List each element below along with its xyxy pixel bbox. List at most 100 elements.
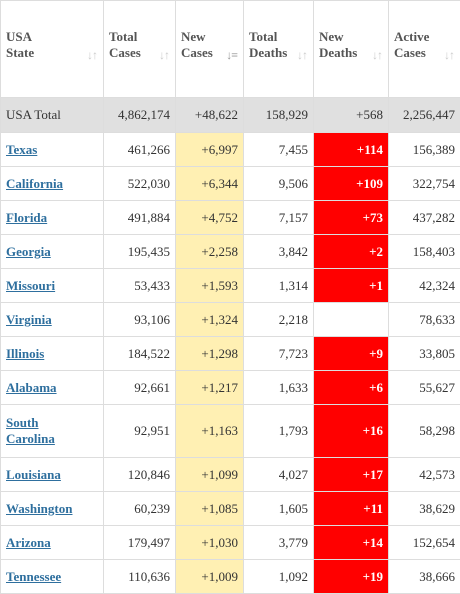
state-cell: Virginia bbox=[1, 303, 104, 337]
total-deaths-cell: 1,793 bbox=[244, 405, 314, 458]
state-link[interactable]: Tennessee bbox=[6, 569, 61, 584]
state-link-line2: Carolina bbox=[6, 431, 55, 446]
state-link[interactable]: Illinois bbox=[6, 346, 44, 361]
total-cases-cell: 184,522 bbox=[104, 337, 176, 371]
state-link[interactable]: Georgia bbox=[6, 244, 51, 259]
sort-both-icon[interactable]: ↓↑ bbox=[297, 47, 307, 63]
new-deaths-cell: +114 bbox=[314, 133, 389, 167]
state-cell: Alabama bbox=[1, 371, 104, 405]
new-cases-cell: +1,217 bbox=[176, 371, 244, 405]
new-cases-cell: +1,030 bbox=[176, 526, 244, 560]
state-link[interactable]: Virginia bbox=[6, 312, 52, 327]
sort-both-icon[interactable]: ↓↑ bbox=[372, 47, 382, 63]
state-link[interactable]: Washington bbox=[6, 501, 72, 516]
active-cases-cell: 322,754 bbox=[389, 167, 460, 201]
total-cases-cell: 491,884 bbox=[104, 201, 176, 235]
total-deaths-cell: 7,157 bbox=[244, 201, 314, 235]
state-link[interactable]: Missouri bbox=[6, 278, 55, 293]
active-cases-cell: 158,403 bbox=[389, 235, 460, 269]
total-deaths-cell: 2,218 bbox=[244, 303, 314, 337]
new-cases-cell: +1,593 bbox=[176, 269, 244, 303]
total-deaths-cell: 3,842 bbox=[244, 235, 314, 269]
state-link[interactable]: Louisiana bbox=[6, 467, 61, 482]
total-deaths-cell: 1,605 bbox=[244, 492, 314, 526]
total-row-total-deaths: 158,929 bbox=[244, 98, 314, 133]
state-link[interactable]: Alabama bbox=[6, 380, 57, 395]
total-cases-cell: 53,433 bbox=[104, 269, 176, 303]
new-cases-cell: +6,344 bbox=[176, 167, 244, 201]
new-cases-cell: +4,752 bbox=[176, 201, 244, 235]
state-link-line1: South bbox=[6, 415, 39, 430]
total-cases-cell: 92,661 bbox=[104, 371, 176, 405]
sort-both-icon[interactable]: ↓↑ bbox=[159, 47, 169, 63]
total-row-new-cases: +48,622 bbox=[176, 98, 244, 133]
state-cell: Illinois bbox=[1, 337, 104, 371]
total-deaths-cell: 4,027 bbox=[244, 458, 314, 492]
new-deaths-cell: +9 bbox=[314, 337, 389, 371]
total-deaths-cell: 9,506 bbox=[244, 167, 314, 201]
new-cases-cell: +1,163 bbox=[176, 405, 244, 458]
new-cases-cell: +2,258 bbox=[176, 235, 244, 269]
state-cell: California bbox=[1, 167, 104, 201]
state-link[interactable]: Texas bbox=[6, 142, 37, 157]
active-cases-cell: 58,298 bbox=[389, 405, 460, 458]
column-header-label-line1: USA bbox=[6, 29, 98, 45]
active-cases-cell: 38,666 bbox=[389, 560, 460, 594]
state-cell: Missouri bbox=[1, 269, 104, 303]
total-deaths-cell: 7,455 bbox=[244, 133, 314, 167]
new-deaths-cell: +16 bbox=[314, 405, 389, 458]
state-link[interactable]: California bbox=[6, 176, 63, 191]
new-deaths-cell: +1 bbox=[314, 269, 389, 303]
new-deaths-cell: +73 bbox=[314, 201, 389, 235]
total-row-new-deaths: +568 bbox=[314, 98, 389, 133]
total-deaths-cell: 7,723 bbox=[244, 337, 314, 371]
total-cases-cell: 179,497 bbox=[104, 526, 176, 560]
active-cases-cell: 437,282 bbox=[389, 201, 460, 235]
sort-both-icon[interactable]: ↓↑ bbox=[444, 47, 454, 63]
state-link[interactable]: Florida bbox=[6, 210, 47, 225]
state-link[interactable]: Arizona bbox=[6, 535, 51, 550]
total-deaths-cell: 1,314 bbox=[244, 269, 314, 303]
total-row-total-cases: 4,862,174 bbox=[104, 98, 176, 133]
column-header-label-line2: State bbox=[6, 45, 98, 61]
new-deaths-cell: +109 bbox=[314, 167, 389, 201]
new-deaths-cell: +19 bbox=[314, 560, 389, 594]
new-cases-cell: +1,085 bbox=[176, 492, 244, 526]
active-cases-cell: 33,805 bbox=[389, 337, 460, 371]
total-cases-cell: 93,106 bbox=[104, 303, 176, 337]
new-deaths-cell: +2 bbox=[314, 235, 389, 269]
sort-desc-icon[interactable]: ↓≡ bbox=[226, 47, 237, 63]
new-deaths-cell: +14 bbox=[314, 526, 389, 560]
total-deaths-cell: 1,633 bbox=[244, 371, 314, 405]
new-cases-cell: +1,099 bbox=[176, 458, 244, 492]
state-cell: Louisiana bbox=[1, 458, 104, 492]
column-header-label-line1: New bbox=[181, 29, 238, 45]
total-cases-cell: 195,435 bbox=[104, 235, 176, 269]
new-deaths-cell bbox=[314, 303, 389, 337]
state-cell: Washington bbox=[1, 492, 104, 526]
total-row-state: USA Total bbox=[1, 98, 104, 133]
active-cases-cell: 42,573 bbox=[389, 458, 460, 492]
sort-both-icon[interactable]: ↓↑ bbox=[87, 47, 97, 63]
new-cases-cell: +1,298 bbox=[176, 337, 244, 371]
total-cases-cell: 120,846 bbox=[104, 458, 176, 492]
